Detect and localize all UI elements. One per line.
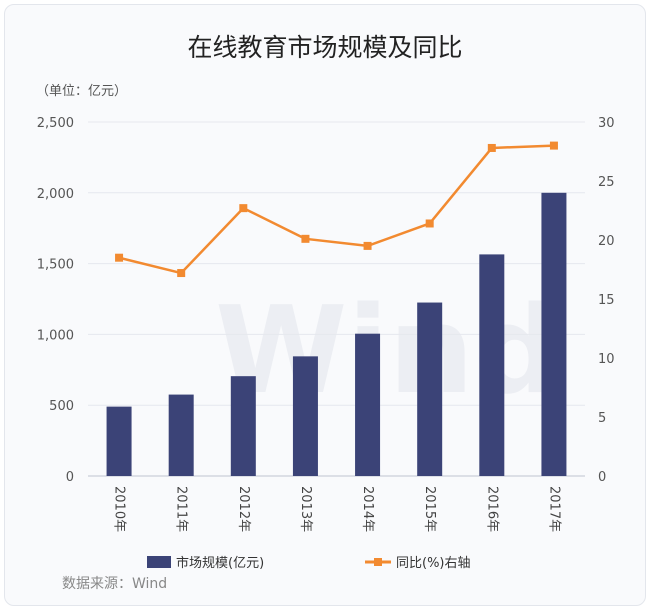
bar bbox=[106, 406, 132, 476]
chart-title: 在线教育市场规模及同比 bbox=[187, 33, 462, 62]
bar bbox=[230, 376, 256, 476]
source-note: 数据来源：Wind bbox=[62, 576, 167, 592]
x-tick-label: 2015年 bbox=[422, 486, 437, 532]
right-tick-label: 5 bbox=[598, 411, 606, 426]
right-tick-label: 30 bbox=[598, 116, 615, 131]
unit-label: （单位：亿元） bbox=[36, 84, 127, 99]
legend: 市场规模(亿元) 同比(%)右轴 bbox=[147, 555, 471, 571]
x-tick-label: 2014年 bbox=[360, 486, 375, 532]
line-marker bbox=[301, 234, 310, 243]
line-marker bbox=[115, 253, 124, 262]
right-tick-label: 10 bbox=[598, 352, 615, 367]
line-marker bbox=[239, 204, 248, 213]
left-tick-label: 1,500 bbox=[37, 258, 74, 273]
line-marker bbox=[425, 219, 434, 228]
legend-bar-label: 市场规模(亿元) bbox=[176, 555, 264, 571]
x-tick-label: 2010年 bbox=[112, 486, 127, 532]
right-tick-label: 15 bbox=[598, 293, 615, 308]
chart-card bbox=[4, 4, 646, 606]
left-tick-label: 2,500 bbox=[37, 116, 74, 131]
bar bbox=[479, 254, 505, 476]
right-tick-label: 20 bbox=[598, 234, 615, 249]
right-axis: 0 5 10 15 20 25 30 bbox=[598, 116, 615, 485]
x-tick-label: 2011年 bbox=[174, 486, 189, 532]
left-tick-label: 2,000 bbox=[37, 187, 74, 202]
bar bbox=[168, 394, 194, 476]
x-tick-label: 2013年 bbox=[298, 486, 313, 532]
legend-line-label: 同比(%)右轴 bbox=[396, 556, 471, 571]
x-tick-label: 2017年 bbox=[546, 486, 561, 532]
left-tick-label: 1,000 bbox=[37, 328, 74, 343]
watermark: Wind bbox=[215, 282, 560, 421]
x-tick-label: 2012年 bbox=[236, 486, 251, 532]
right-tick-label: 0 bbox=[598, 470, 606, 485]
left-axis: 0 500 1,000 1,500 2,000 2,500 bbox=[37, 116, 74, 485]
line-marker bbox=[487, 143, 496, 152]
line-marker bbox=[177, 269, 186, 278]
line-marker bbox=[549, 141, 558, 150]
left-tick-label: 0 bbox=[66, 470, 74, 485]
bar-series bbox=[106, 192, 567, 477]
bar bbox=[541, 192, 567, 477]
bar bbox=[417, 302, 443, 476]
line-marker bbox=[363, 241, 372, 250]
right-tick-label: 25 bbox=[598, 175, 615, 190]
x-tick-label: 2016年 bbox=[484, 486, 499, 532]
bar bbox=[292, 356, 318, 476]
x-axis: 2010年 2011年 2012年 2013年 2014年 2015年 2016年 2017年 bbox=[112, 486, 562, 532]
legend-line-marker bbox=[374, 558, 382, 566]
bar bbox=[355, 333, 381, 476]
left-tick-label: 500 bbox=[49, 399, 74, 414]
legend-bar-swatch bbox=[147, 556, 171, 568]
line-series bbox=[115, 141, 558, 278]
series-line bbox=[118, 144, 554, 275]
